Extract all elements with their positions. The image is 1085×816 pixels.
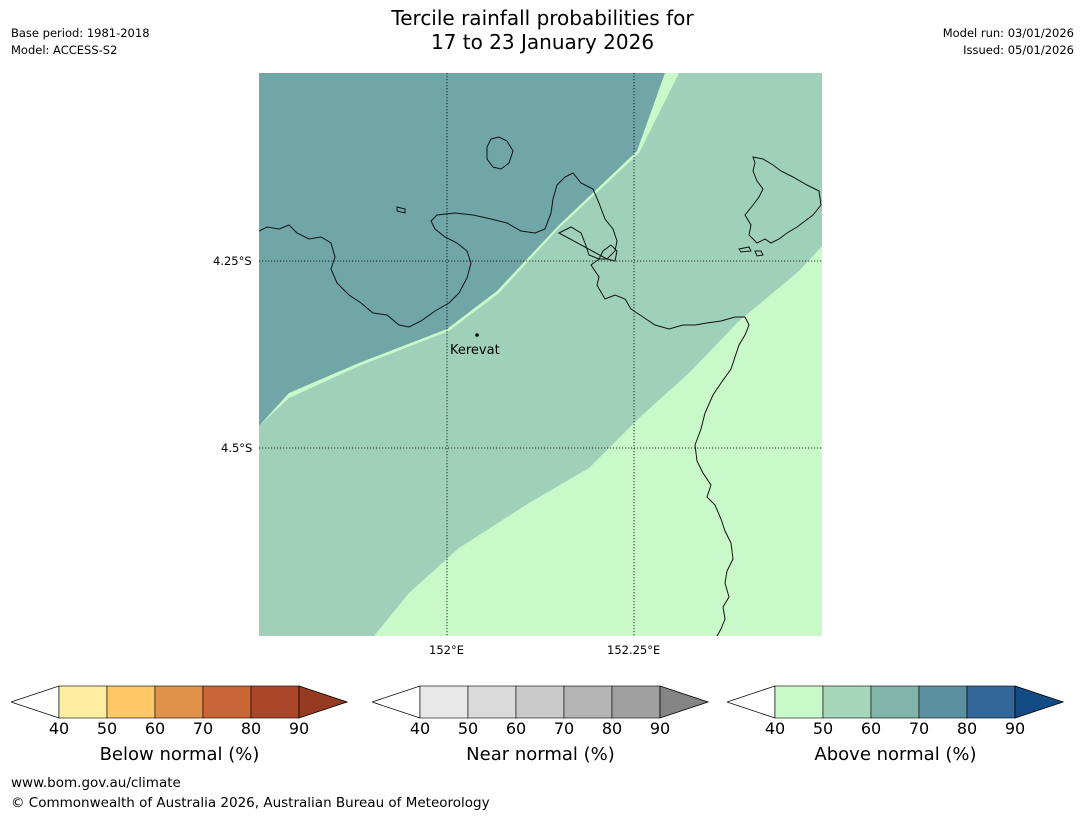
colorbar-below-label: Below normal (%) — [99, 744, 260, 765]
model-run: Model run: 03/01/2026 — [942, 26, 1074, 40]
map-canvas — [259, 73, 822, 636]
tick-label: 70 — [192, 719, 214, 738]
tick-label: 70 — [553, 719, 575, 738]
map-title: Tercile rainfall probabilities for 17 to… — [0, 6, 1085, 54]
small-islet-east-2 — [754, 250, 764, 257]
colorbar-swatch — [515, 685, 565, 719]
tick-label: 80 — [240, 719, 262, 738]
tick-label: 60 — [860, 719, 882, 738]
duke-of-york-islet — [486, 136, 514, 170]
footer-url[interactable]: www.bom.gov.au/climate — [11, 775, 181, 791]
duke-of-york-island — [744, 156, 822, 244]
colorbar-swatch — [106, 685, 156, 719]
lon-label-152-25: 152.25°E — [607, 643, 661, 657]
colorbar-swatch — [918, 685, 968, 719]
colorbar-extend-low — [725, 685, 776, 719]
colorbar-near-label: Near normal (%) — [466, 744, 615, 765]
issued-date: Issued: 05/01/2026 — [963, 43, 1074, 57]
colorbar-swatch — [154, 685, 204, 719]
tick-label: 50 — [457, 719, 479, 738]
tick-label: 40 — [764, 719, 786, 738]
tick-label: 80 — [601, 719, 623, 738]
map-panel: Kerevat — [259, 73, 822, 636]
small-islet-west — [396, 206, 406, 214]
zone-above-70-80 — [259, 73, 665, 426]
tick-label: 80 — [956, 719, 978, 738]
colorbar-extend-high — [659, 685, 710, 719]
footer-copyright: © Commonwealth of Australia 2026, Austra… — [11, 795, 490, 811]
colorbar-above-normal: 40 50 60 70 80 90 Above normal (%) — [725, 685, 1065, 765]
rabaul-coast-fragment — [557, 226, 618, 262]
colorbar-swatch — [611, 685, 661, 719]
tick-label: 90 — [649, 719, 671, 738]
lon-label-152: 152°E — [429, 643, 464, 657]
colorbar-swatch — [870, 685, 920, 719]
colorbar-swatch — [563, 685, 613, 719]
colorbar-extend-low — [9, 685, 60, 719]
tick-label: 50 — [96, 719, 118, 738]
colorbar-extend-high — [1014, 685, 1065, 719]
colorbar-below-swatches — [9, 685, 349, 719]
lat-label-4-5: 4.5°S — [221, 441, 253, 455]
colorbar-swatch — [58, 685, 108, 719]
kerevat-label: Kerevat — [450, 343, 500, 358]
colorbar-swatch — [419, 685, 469, 719]
meta-right: Model run: 03/01/2026 Issued: 05/01/2026 — [943, 25, 1074, 59]
coastline — [259, 136, 822, 636]
tick-label: 70 — [908, 719, 930, 738]
small-islet-east-1 — [738, 246, 752, 253]
tick-label: 40 — [409, 719, 431, 738]
colorbar-extend-high — [298, 685, 349, 719]
colorbar-swatch — [774, 685, 824, 719]
new-britain-coast — [259, 172, 750, 636]
colorbar-extend-low — [370, 685, 421, 719]
tick-label: 90 — [288, 719, 310, 738]
tick-label: 90 — [1004, 719, 1026, 738]
meta-left: Base period: 1981-2018 Model: ACCESS-S2 — [11, 25, 150, 59]
title-line-1: Tercile rainfall probabilities for — [391, 6, 694, 30]
colorbar-near-swatches — [370, 685, 710, 719]
model-name: Model: ACCESS-S2 — [11, 43, 118, 57]
tick-label: 40 — [48, 719, 70, 738]
colorbar-near-normal: 40 50 60 70 80 90 Near normal (%) — [370, 685, 710, 765]
lat-label-4-25: 4.25°S — [213, 254, 252, 268]
title-line-2: 17 to 23 January 2026 — [430, 30, 655, 54]
colorbar-swatch — [467, 685, 517, 719]
kerevat-marker — [475, 333, 479, 337]
tick-label: 50 — [812, 719, 834, 738]
tick-label: 60 — [144, 719, 166, 738]
colorbar-swatch — [822, 685, 872, 719]
colorbar-swatch — [966, 685, 1016, 719]
zone-above-50-70 — [259, 73, 822, 636]
colorbar-swatch — [250, 685, 300, 719]
colorbar-above-label: Above normal (%) — [814, 744, 977, 765]
colorbar-above-swatches — [725, 685, 1065, 719]
base-period: Base period: 1981-2018 — [11, 26, 150, 40]
colorbar-swatch — [202, 685, 252, 719]
graticule — [259, 73, 822, 636]
colorbar-below-normal: 40 50 60 70 80 90 Below normal (%) — [9, 685, 349, 765]
tick-label: 60 — [505, 719, 527, 738]
